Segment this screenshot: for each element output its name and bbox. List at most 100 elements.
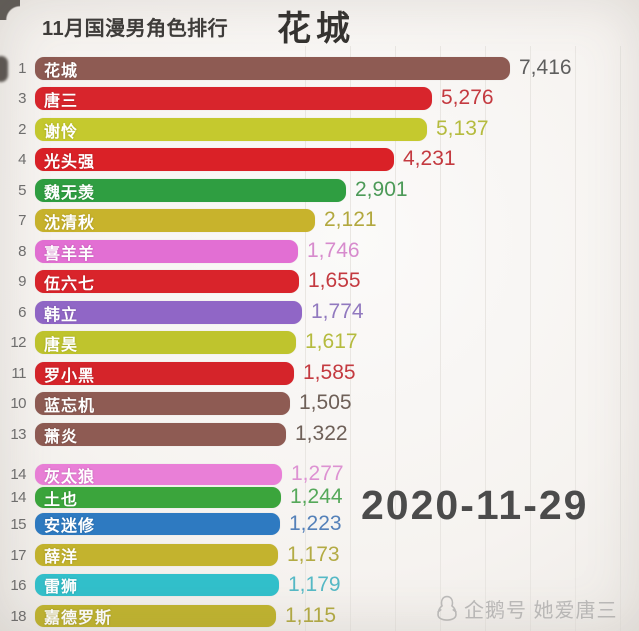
bar-value-label: 1,277	[291, 462, 344, 485]
bar-row: 8 喜羊羊 1,746	[0, 239, 639, 263]
bar-name-label: 薛洋	[44, 549, 79, 566]
bar-row: 14 土也 1,244	[0, 485, 639, 509]
bar-value-label: 1,223	[289, 511, 342, 535]
bar-name-label: 灰太狼	[44, 468, 96, 486]
bar-row: 18 嘉德罗斯 1,115	[0, 603, 639, 627]
bar: 伍六七	[35, 270, 299, 293]
bar-row: 11 罗小黑 1,585	[0, 361, 639, 385]
gridline	[395, 46, 396, 631]
bar-value-label: 5,137	[436, 117, 489, 140]
bar-value-label: 2,121	[324, 208, 377, 231]
bar-name-label: 唐昊	[44, 336, 79, 354]
bar-row: 16 雷狮 1,179	[0, 572, 639, 596]
rank-label: 7	[18, 212, 26, 229]
bar: 光头强	[35, 148, 394, 171]
rank-label: 10	[10, 395, 26, 412]
rank-label: 5	[18, 182, 26, 199]
bar-row: 7 沈清秋 2,121	[0, 208, 639, 232]
bar: 蓝忘机	[35, 392, 290, 415]
gridline	[350, 46, 351, 631]
gridline	[485, 46, 486, 631]
bar-row: 5 魏无羡 2,901	[0, 178, 639, 202]
bar-name-label: 魏无羡	[44, 184, 96, 202]
bar: 灰太狼	[35, 464, 282, 486]
bar-value-label: 1,746	[307, 239, 360, 262]
rank-label: 16	[10, 576, 26, 594]
bar-value-label: 7,416	[519, 56, 572, 79]
gridline	[620, 46, 621, 631]
chart-header: 11月国漫男角色排行 花城	[0, 0, 639, 48]
bar-row: 12 唐昊 1,617	[0, 330, 639, 354]
penguin-icon	[437, 595, 457, 621]
rank-label: 18	[10, 607, 26, 625]
bar: 安迷修	[35, 513, 280, 535]
gridline	[575, 46, 576, 631]
rank-label: 13	[10, 426, 26, 443]
bar-name-label: 蓝忘机	[44, 397, 96, 415]
bar-name-label: 土也	[44, 491, 79, 509]
bar: 魏无羡	[35, 179, 346, 202]
bar: 嘉德罗斯	[35, 605, 276, 627]
video-edge-artifact	[0, 56, 8, 82]
bar-value-label: 1,617	[305, 330, 358, 353]
rank-label: 8	[18, 243, 26, 260]
bar-value-label: 1,244	[290, 485, 343, 508]
rank-label: 1	[18, 60, 26, 77]
bar-value-label: 1,655	[308, 269, 361, 292]
bar-name-label: 嘉德罗斯	[44, 610, 113, 627]
bar: 唐昊	[35, 331, 296, 354]
rank-label: 4	[18, 151, 26, 168]
bar: 韩立	[35, 301, 302, 324]
bar-name-label: 罗小黑	[44, 367, 96, 385]
bar: 花城	[35, 57, 510, 80]
rank-label: 3	[18, 90, 26, 107]
bar: 罗小黑	[35, 362, 294, 385]
bar-row: 1 花城 7,416	[0, 56, 639, 80]
bar-name-label: 花城	[44, 62, 79, 80]
bar-row: 9 伍六七 1,655	[0, 269, 639, 293]
bar-value-label: 1,115	[285, 603, 336, 627]
bar: 萧炎	[35, 423, 286, 446]
bar-name-label: 唐三	[44, 92, 79, 110]
page-title: 11月国漫男角色排行	[42, 18, 229, 40]
bar-row: 14 灰太狼 1,277	[0, 462, 639, 486]
bar-row: 4 光头强 4,231	[0, 147, 639, 171]
bar: 唐三	[35, 87, 432, 110]
bar-name-label: 安迷修	[44, 518, 96, 535]
bar-value-label: 1,179	[288, 572, 341, 596]
bar: 喜羊羊	[35, 240, 298, 263]
bar-row: 2 谢怜 5,137	[0, 117, 639, 141]
bar-value-label: 1,173	[287, 542, 340, 566]
leader-name-label: 花城	[277, 10, 355, 48]
bar-name-label: 伍六七	[44, 275, 96, 293]
rank-label: 15	[10, 515, 26, 533]
video-corner-artifact	[0, 0, 20, 20]
rank-label: 2	[18, 121, 26, 138]
bar-name-label: 谢怜	[44, 123, 79, 141]
bar-value-label: 5,276	[441, 86, 494, 109]
bar: 沈清秋	[35, 209, 315, 232]
rank-label: 17	[10, 546, 26, 564]
bar: 谢怜	[35, 118, 427, 141]
bar-name-label: 光头强	[44, 153, 96, 171]
rank-label: 14	[10, 466, 26, 483]
rank-label: 14	[10, 489, 26, 506]
date-label: 2020-11-29	[361, 482, 589, 528]
bar-row: 15 安迷修 1,223	[0, 511, 639, 535]
bar-value-label: 1,505	[299, 391, 352, 414]
bar-value-label: 1,774	[311, 300, 364, 323]
gridline	[440, 46, 441, 631]
bar-value-label: 1,585	[303, 361, 356, 384]
bar-row: 6 韩立 1,774	[0, 300, 639, 324]
bar-row: 10 蓝忘机 1,505	[0, 391, 639, 415]
bar-value-label: 2,901	[355, 178, 408, 201]
bar-row: 13 萧炎 1,322	[0, 422, 639, 446]
bar-row: 3 唐三 5,276	[0, 86, 639, 110]
rank-label: 11	[11, 365, 26, 382]
bar-value-label: 1,322	[295, 422, 348, 445]
rank-label: 9	[18, 273, 26, 290]
bar-name-label: 萧炎	[44, 428, 79, 446]
bar-value-label: 4,231	[403, 147, 456, 170]
bar: 薛洋	[35, 544, 278, 566]
